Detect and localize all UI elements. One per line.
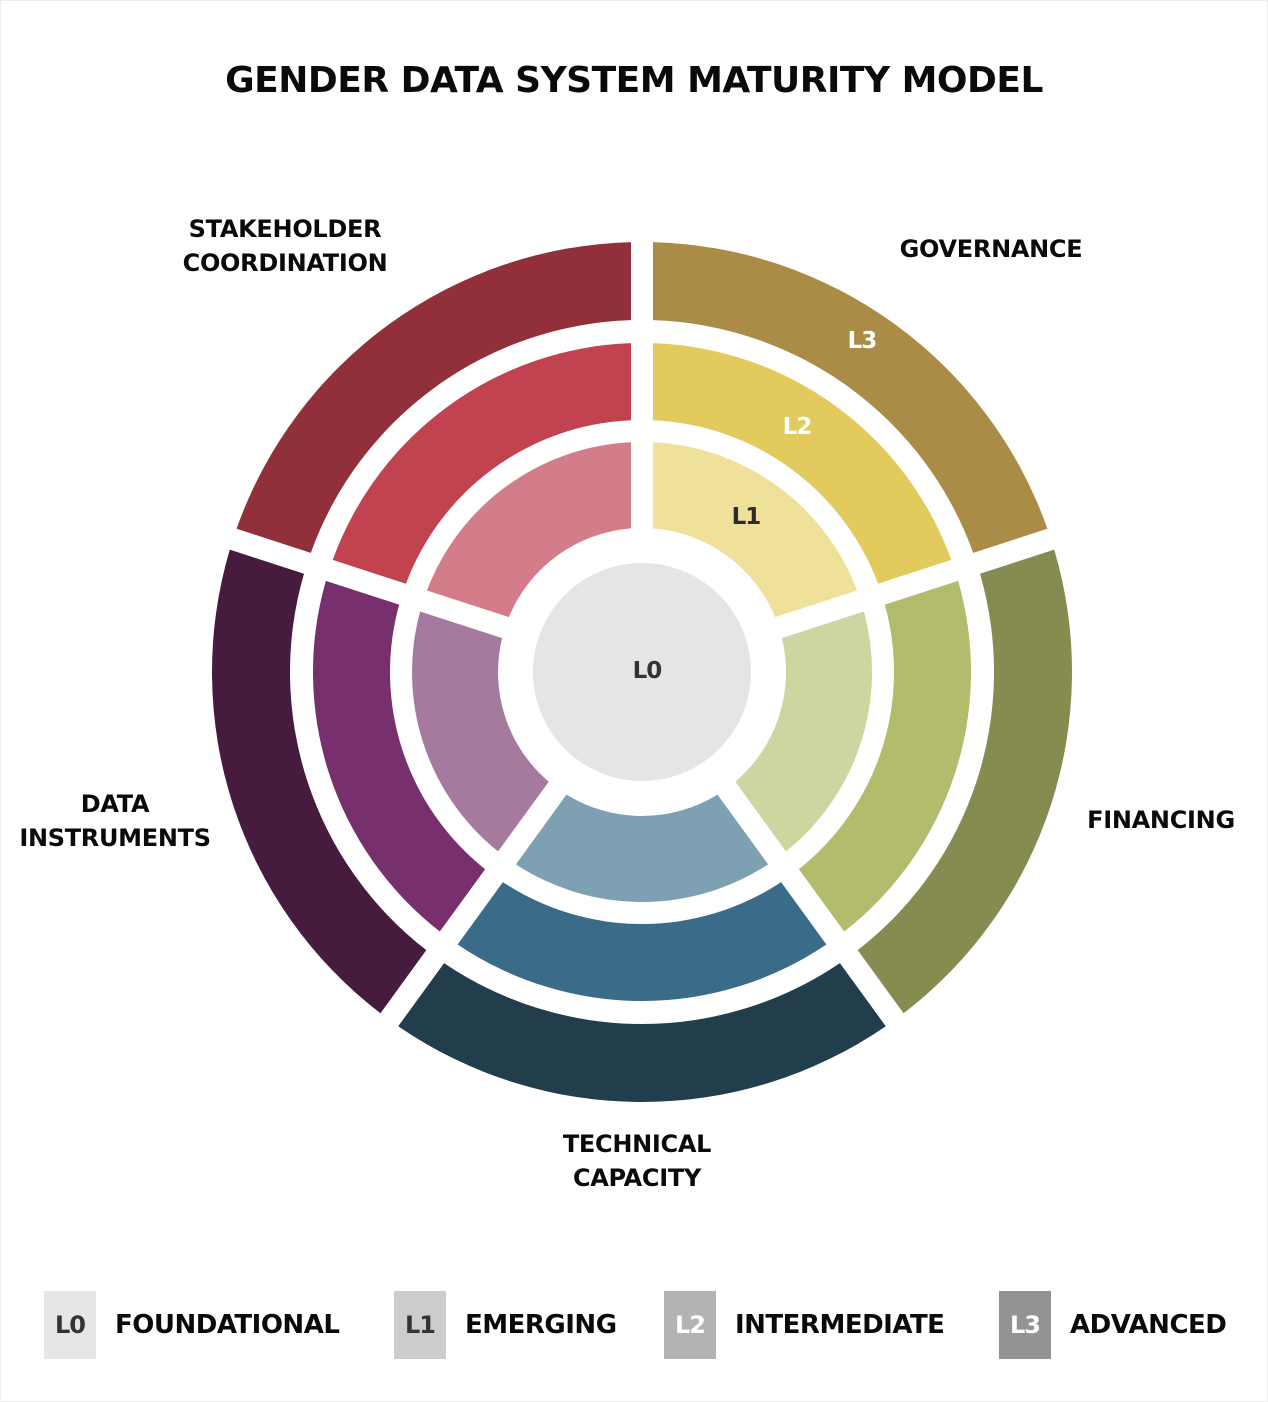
legend-swatch-l1: L1: [394, 1291, 446, 1359]
segment-data-instruments-l2: [312, 580, 486, 932]
legend-item-l3: L3 ADVANCED: [999, 1291, 1227, 1359]
page-title: GENDER DATA SYSTEM MATURITY MODEL: [225, 60, 1043, 101]
legend-item-l1: L1 EMERGING: [394, 1291, 617, 1359]
level-label-l1: L1: [732, 504, 761, 530]
segment-stakeholder-coordination-l3: [236, 242, 631, 553]
label-data-instruments: DATA INSTRUMENTS: [19, 790, 211, 852]
level-label-l0: L0: [633, 658, 662, 684]
core-l0: [533, 563, 751, 781]
segment-financing-l3: [857, 549, 1072, 1014]
segment-stakeholder-coordination-l1: [426, 442, 631, 618]
segment-technical-capacity-l1: [515, 794, 769, 902]
segment-financing-l2: [798, 580, 971, 932]
segment-technical-capacity-l3: [398, 963, 886, 1102]
segment-stakeholder-coordination-l2: [332, 343, 631, 584]
label-governance: GOVERNANCE: [899, 235, 1083, 263]
segment-financing-l1: [735, 611, 872, 852]
segment-governance-l3: [653, 242, 1048, 553]
label-stakeholder-coordination: STAKEHOLDER COORDINATION: [182, 215, 388, 277]
segment-technical-capacity-l2: [457, 882, 827, 1001]
segment-governance-l2: [653, 343, 952, 584]
legend: L0 FOUNDATIONAL L1 EMERGING L2 INTERMEDI…: [0, 1291, 1268, 1359]
label-technical-capacity: TECHNICAL CAPACITY: [562, 1130, 712, 1192]
legend-item-l2: L2 INTERMEDIATE: [664, 1291, 945, 1359]
legend-item-l0: L0 FOUNDATIONAL: [44, 1291, 340, 1359]
legend-swatch-l0: L0: [44, 1291, 96, 1359]
label-financing: FINANCING: [1087, 806, 1235, 834]
legend-swatch-l2: L2: [664, 1291, 716, 1359]
level-label-l3: L3: [848, 328, 877, 354]
segment-data-instruments-l3: [212, 549, 427, 1014]
segment-governance-l1: [653, 442, 858, 618]
legend-swatch-l3: L3: [999, 1291, 1051, 1359]
segment-data-instruments-l1: [411, 611, 549, 852]
level-label-l2: L2: [783, 414, 812, 440]
